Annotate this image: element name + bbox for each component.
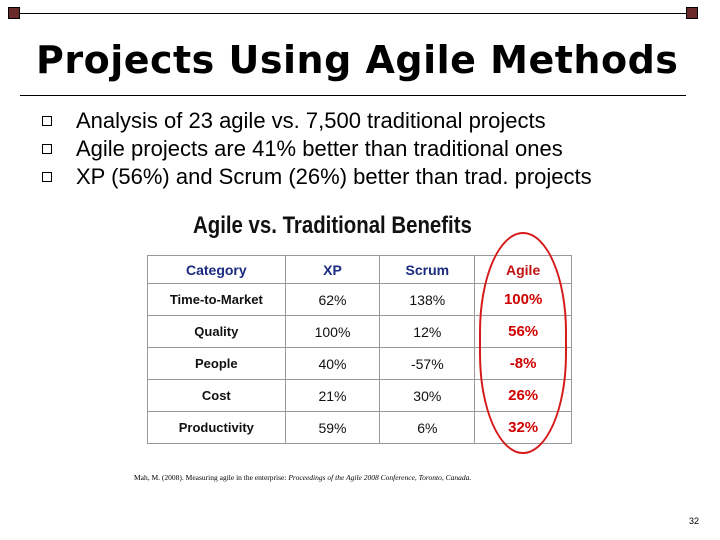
bullet-text: Analysis of 23 agile vs. 7,500 tradition… bbox=[76, 108, 546, 133]
category-cell: People bbox=[147, 347, 286, 380]
header-category: Category bbox=[147, 255, 286, 284]
corner-square-right bbox=[686, 7, 698, 19]
citation: Mah, M. (2008). Measuring agile in the e… bbox=[134, 473, 471, 482]
table-row: Cost 21% 30% 26% bbox=[147, 379, 572, 412]
xp-cell: 40% bbox=[284, 347, 381, 380]
title-divider bbox=[20, 95, 686, 96]
square-bullet-icon bbox=[42, 144, 52, 154]
xp-cell: 21% bbox=[284, 379, 381, 412]
xp-cell: 100% bbox=[284, 315, 381, 348]
citation-italic: Proceedings of the Agile 2008 Conference… bbox=[288, 473, 472, 482]
table-row: People 40% -57% -8% bbox=[147, 347, 572, 380]
bullet-text: XP (56%) and Scrum (26%) better than tra… bbox=[76, 164, 592, 189]
top-border-line bbox=[20, 13, 692, 14]
header-xp: XP bbox=[284, 255, 381, 284]
square-bullet-icon bbox=[42, 116, 52, 126]
category-cell: Quality bbox=[147, 315, 286, 348]
scrum-cell: -57% bbox=[379, 347, 476, 380]
agile-cell: 56% bbox=[474, 315, 572, 348]
category-cell: Productivity bbox=[147, 411, 286, 444]
corner-square-left bbox=[8, 7, 20, 19]
agile-cell: 100% bbox=[474, 283, 572, 316]
category-cell: Cost bbox=[147, 379, 286, 412]
agile-column-highlight-ring bbox=[479, 232, 567, 454]
table-title: Agile vs. Traditional Benefits bbox=[193, 212, 472, 239]
table-row: Quality 100% 12% 56% bbox=[147, 315, 572, 348]
xp-cell: 62% bbox=[284, 283, 381, 316]
category-cell: Time-to-Market bbox=[147, 283, 286, 316]
scrum-cell: 6% bbox=[379, 411, 476, 444]
citation-text: Mah, M. (2008). Measuring agile in the e… bbox=[134, 473, 289, 482]
page-number: 32 bbox=[689, 516, 700, 526]
xp-cell: 59% bbox=[284, 411, 381, 444]
benefits-table: Category XP Scrum Agile Time-to-Market 6… bbox=[147, 255, 572, 444]
scrum-cell: 138% bbox=[379, 283, 476, 316]
scrum-cell: 30% bbox=[379, 379, 476, 412]
bullet-text: Agile projects are 41% better than tradi… bbox=[76, 136, 563, 161]
scrum-cell: 12% bbox=[379, 315, 476, 348]
agile-cell: -8% bbox=[474, 347, 572, 380]
agile-cell: 26% bbox=[474, 379, 572, 412]
header-scrum: Scrum bbox=[379, 255, 476, 284]
square-bullet-icon bbox=[42, 172, 52, 182]
slide-title: Projects Using Agile Methods bbox=[36, 38, 679, 82]
